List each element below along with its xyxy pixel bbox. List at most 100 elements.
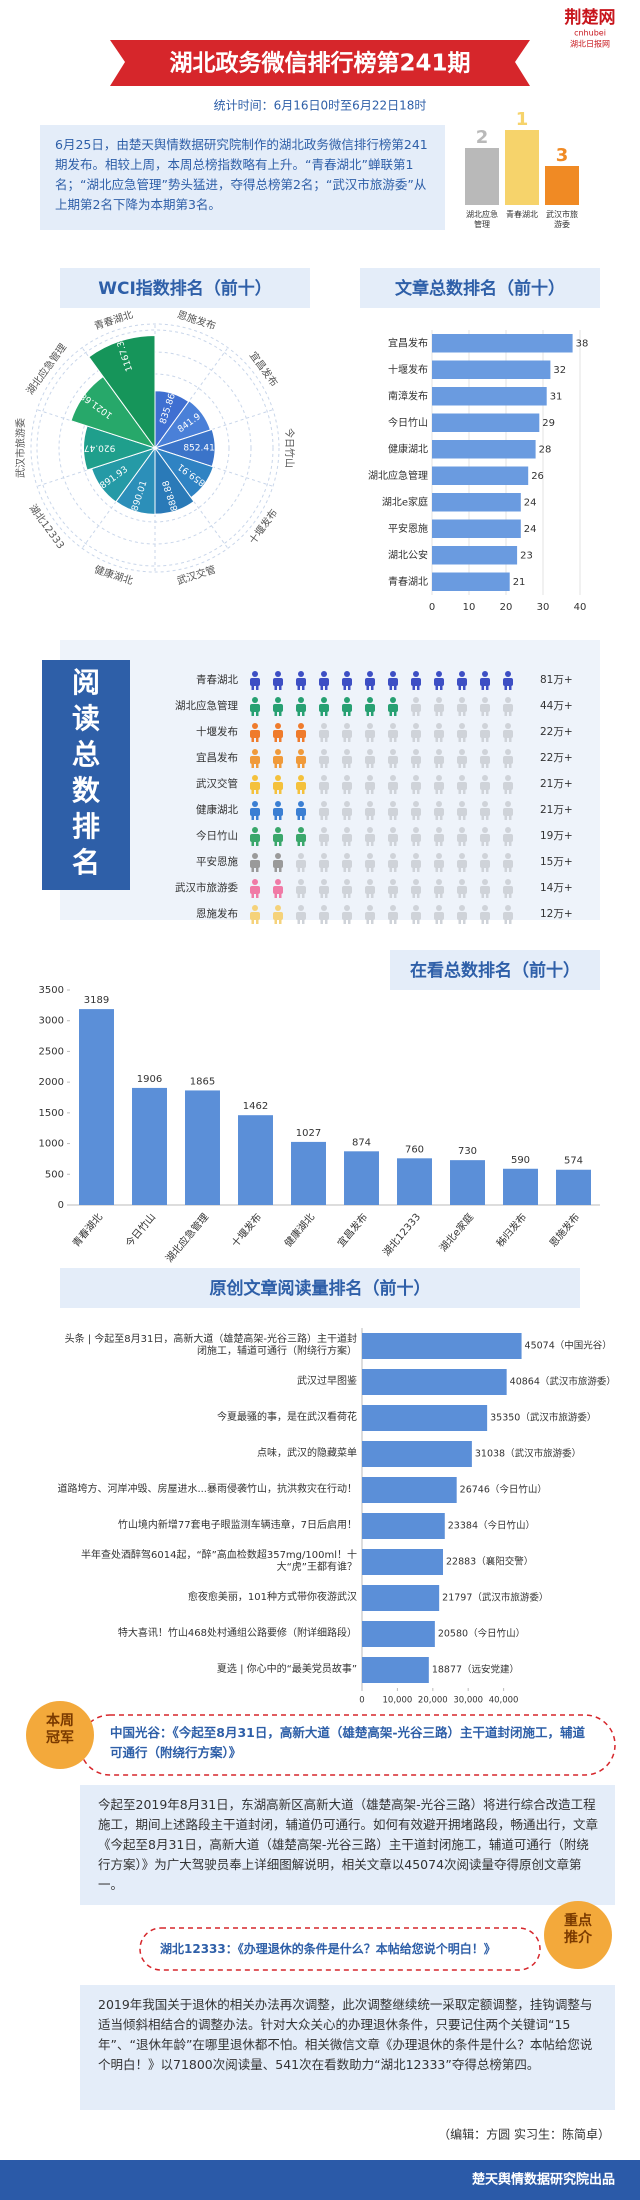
person-icon [256,789,259,794]
person-icon [367,801,373,807]
person-icon [274,815,277,820]
person-icon [274,841,277,846]
x-tick-label: 0 [429,602,435,613]
value-label: 31 [550,391,563,402]
person-icon [459,905,465,911]
person-icon [348,763,351,768]
person-icon [319,678,329,686]
person-icon [371,867,374,872]
value-label: 574 [564,1156,583,1167]
person-icon [413,697,419,703]
person-icon [411,704,421,712]
person-icon [436,853,442,859]
category-label: 青春湖北 [92,308,134,333]
person-icon [371,763,374,768]
person-icon [297,841,300,846]
x-tick-label: 湖北12333 [381,1211,423,1258]
person-icon [505,827,511,833]
y-tick-label: 2500 [39,1046,64,1057]
person-icon [344,749,350,755]
x-tick-label: 30,000 [453,1696,483,1706]
podium-name: 武汉市旅游委 [546,210,578,229]
person-icon [298,801,304,807]
person-icon [367,697,373,703]
person-icon [298,827,304,833]
person-icon [440,893,443,898]
person-icon [365,730,375,738]
footer-bar [0,2160,640,2200]
person-icon [325,685,328,690]
person-icon [251,789,254,794]
value-label: 730 [458,1146,477,1157]
person-icon [417,737,420,742]
bar [362,1333,522,1359]
person-icon [486,737,489,742]
person-icon [251,919,254,924]
person-icon [279,685,282,690]
icon-row [250,827,513,846]
icon-row [250,697,513,716]
person-icon [505,749,511,755]
person-icon [412,685,415,690]
category-label: 健康湖北 [196,803,238,816]
person-icon [463,737,466,742]
logo-cn: 湖北日报网 [570,39,610,49]
x-tick-label: 十堰发布 [228,1211,264,1250]
person-icon [344,697,350,703]
person-icon [482,801,488,807]
value-label: 21万+ [540,804,573,816]
category-label: 宜昌发布 [247,349,281,389]
person-icon [297,919,300,924]
champion-headline: 中国光谷：《今起至8月31日，高新大道（雄楚高架-光谷三路）主干道封闭施工，辅道… [110,1725,586,1760]
person-icon [371,841,374,846]
person-icon [481,815,484,820]
person-icon [436,801,442,807]
person-icon [342,704,352,712]
value-label: 24 [524,524,537,535]
person-icon [273,756,283,764]
article-title: 头条 | 今起至8月31日，高新大道（雄楚高架-光谷三路）主干道封闭施工，辅道可… [64,1334,357,1357]
person-icon [435,763,438,768]
person-icon [413,853,419,859]
bar [362,1513,445,1539]
x-tick-label: 湖北e家庭 [436,1211,476,1255]
person-icon [482,671,488,677]
person-icon [251,815,254,820]
person-icon [256,685,259,690]
category-label: 宜昌发布 [388,336,428,349]
person-icon [388,860,398,868]
person-icon [434,834,444,842]
value-label: 1906 [137,1074,162,1085]
person-icon [343,919,346,924]
category-label: 恩施发布 [196,907,238,920]
person-icon [365,834,375,842]
champion-badge-text: 本周冠军 [46,1713,74,1746]
person-icon [273,834,283,842]
person-icon [279,763,282,768]
value-label: 21797（武汉市旅游委） [442,1592,548,1604]
bar [362,1369,507,1395]
podium-name: 青春湖北 [506,210,538,219]
person-icon [273,886,283,894]
person-icon [394,737,397,742]
value-label: 760 [405,1144,424,1155]
person-icon [388,782,398,790]
intro-bg [40,125,445,230]
person-icon [413,801,419,807]
value-label: 1865 [190,1076,215,1087]
person-icon [274,919,277,924]
person-icon [320,711,323,716]
person-icon [459,775,465,781]
category-label: 宜昌发布 [196,751,238,764]
person-icon [342,756,352,764]
person-icon [344,671,350,677]
x-tick-label: 宜昌发布 [334,1211,370,1250]
person-icon [251,685,254,690]
recommend-headline: 湖北12333：《办理退休的条件是什么？本帖给您说个明白！》 [160,1942,496,1956]
person-icon [302,893,305,898]
person-icon [481,737,484,742]
person-icon [412,763,415,768]
person-icon [509,737,512,742]
person-icon [503,834,513,842]
champion-text: 今起至2019年8月31日，东湖高新区高新大道（雄楚高架-光谷三路）将进行综合改… [98,1797,599,1892]
